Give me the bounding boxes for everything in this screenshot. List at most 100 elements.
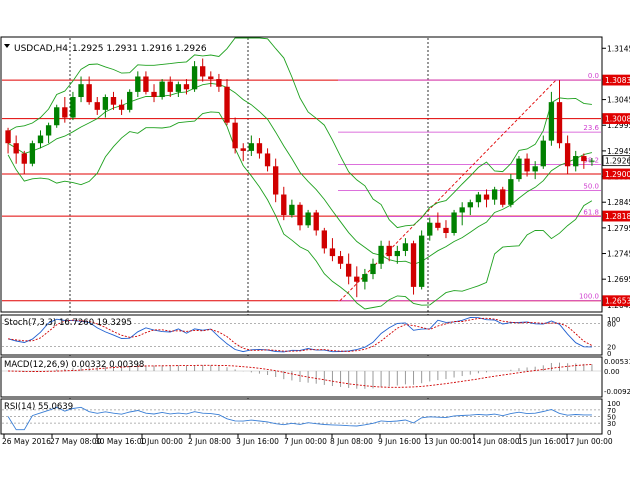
macd-tick-label: 0.00531: [604, 358, 630, 366]
candle-body: [402, 243, 409, 251]
candle-body: [354, 276, 360, 282]
time-tick-label: 26 May 2016: [2, 437, 51, 446]
stoch-panel[interactable]: [0, 314, 603, 356]
fib-level-label: 50.0: [583, 182, 599, 190]
candle-body: [224, 86, 230, 123]
candle-body: [200, 66, 206, 77]
candle-body: [21, 153, 27, 164]
candle-body: [256, 143, 263, 154]
candle-body: [248, 143, 255, 151]
time-tick-label: 14 Jun 08:00: [472, 437, 520, 446]
candle-body: [313, 212, 319, 231]
price-tick-label: 1.2745: [607, 250, 630, 259]
candle-body: [45, 125, 52, 136]
candle-body: [581, 156, 587, 162]
candle-body: [435, 222, 441, 228]
price-tick-label: 1.3045: [607, 96, 630, 105]
candle-body: [175, 84, 182, 92]
rsi-line: [7, 406, 592, 431]
time-tick-label: 2 Jun 08:00: [188, 437, 231, 446]
stoch-signal-line: [8, 317, 593, 352]
candle-body: [232, 122, 238, 149]
time-tick-label: 17 Jun 00:00: [565, 437, 613, 446]
candle-body: [135, 76, 141, 92]
price-tag-label: 1.2900: [605, 170, 630, 179]
candle-body: [524, 158, 530, 172]
candle-body: [264, 153, 271, 167]
fib-level-label: 100.0: [579, 293, 599, 301]
candle-body: [70, 97, 76, 118]
price-tag-label: 1.2818: [605, 212, 630, 221]
candle-body: [13, 143, 19, 154]
candle-body: [337, 256, 344, 264]
price-tag: [602, 155, 630, 167]
rsi-tick-label: 0: [607, 429, 611, 437]
candle-body: [29, 143, 36, 164]
stoch-tick-label: 0: [607, 350, 611, 358]
rsi-tick-label: 50: [607, 414, 616, 422]
time-tick-label: 13 Jun 00:00: [424, 437, 472, 446]
chart-ohlc: 1.2925 1.2931 1.2916 1.2926: [72, 44, 207, 54]
stoch-main-line: [7, 316, 592, 353]
band-lower-line: [7, 111, 593, 310]
candle-body: [427, 222, 433, 236]
candle-body: [443, 227, 449, 233]
candle-body: [37, 135, 44, 144]
price-tag-label: 1.3083: [605, 76, 630, 85]
candle-body: [143, 76, 149, 92]
candle-body: [167, 81, 173, 92]
fib-level-label: 23.6: [583, 124, 599, 132]
candle-body: [183, 84, 190, 90]
candle-body: [491, 189, 498, 200]
candle-body: [321, 230, 328, 249]
stoch-label: Stoch(7,3,3) 16.7260 19.3295: [4, 318, 132, 328]
candle-body: [110, 97, 117, 105]
candle-body: [54, 107, 60, 126]
rsi-tick-label: 30: [607, 420, 616, 428]
band-upper-line: [7, 37, 592, 229]
time-tick-label: 27 May 08:00: [50, 437, 102, 446]
price-tick-label: 1.2945: [607, 147, 630, 156]
macd-panel[interactable]: [0, 356, 603, 398]
candle-body: [281, 194, 287, 216]
time-tick-label: 1 Jun 00:00: [140, 437, 183, 446]
fib-trend-line: [339, 79, 557, 302]
price-tag-label: 1.3008: [605, 115, 630, 124]
candle-body: [272, 166, 279, 195]
candle-body: [345, 263, 352, 277]
candle-body: [191, 66, 198, 90]
candle-body: [418, 235, 425, 287]
candle-body: [94, 102, 100, 110]
price-tag: [602, 210, 630, 222]
rsi-tick-label: 70: [607, 407, 616, 415]
price-tag: [602, 113, 630, 124]
price-tag-label: 1.2653: [605, 297, 630, 306]
candle-body: [208, 76, 214, 80]
candle-body: [297, 204, 303, 226]
candle-body: [370, 263, 376, 275]
macd-tick-label: 0.00: [604, 368, 620, 376]
candle-body: [394, 250, 400, 257]
candle-body: [410, 243, 417, 287]
candle-body: [86, 84, 92, 103]
candle-body: [305, 212, 311, 226]
candle-body: [240, 148, 246, 151]
candle-body: [459, 207, 465, 213]
candle-body: [362, 274, 368, 282]
candle-body: [118, 104, 125, 110]
time-tick-label: 9 Jun 16:00: [378, 437, 421, 446]
symbol-dropdown-icon[interactable]: [4, 44, 10, 48]
candle-body: [151, 91, 157, 98]
candle-body: [159, 81, 165, 98]
candle-body: [127, 91, 133, 110]
rsi-label: RSI(14) 55.0639: [4, 402, 73, 412]
rsi-panel[interactable]: [0, 398, 603, 435]
time-tick-label: 7 Jun 00:00: [284, 437, 327, 446]
price-tick-label: 1.2995: [607, 121, 630, 130]
candle-body: [289, 204, 295, 216]
candle-body: [589, 160, 595, 162]
candle-body: [467, 202, 473, 208]
price-tick-label: 1.2695: [607, 275, 630, 284]
candle-body: [78, 84, 84, 98]
